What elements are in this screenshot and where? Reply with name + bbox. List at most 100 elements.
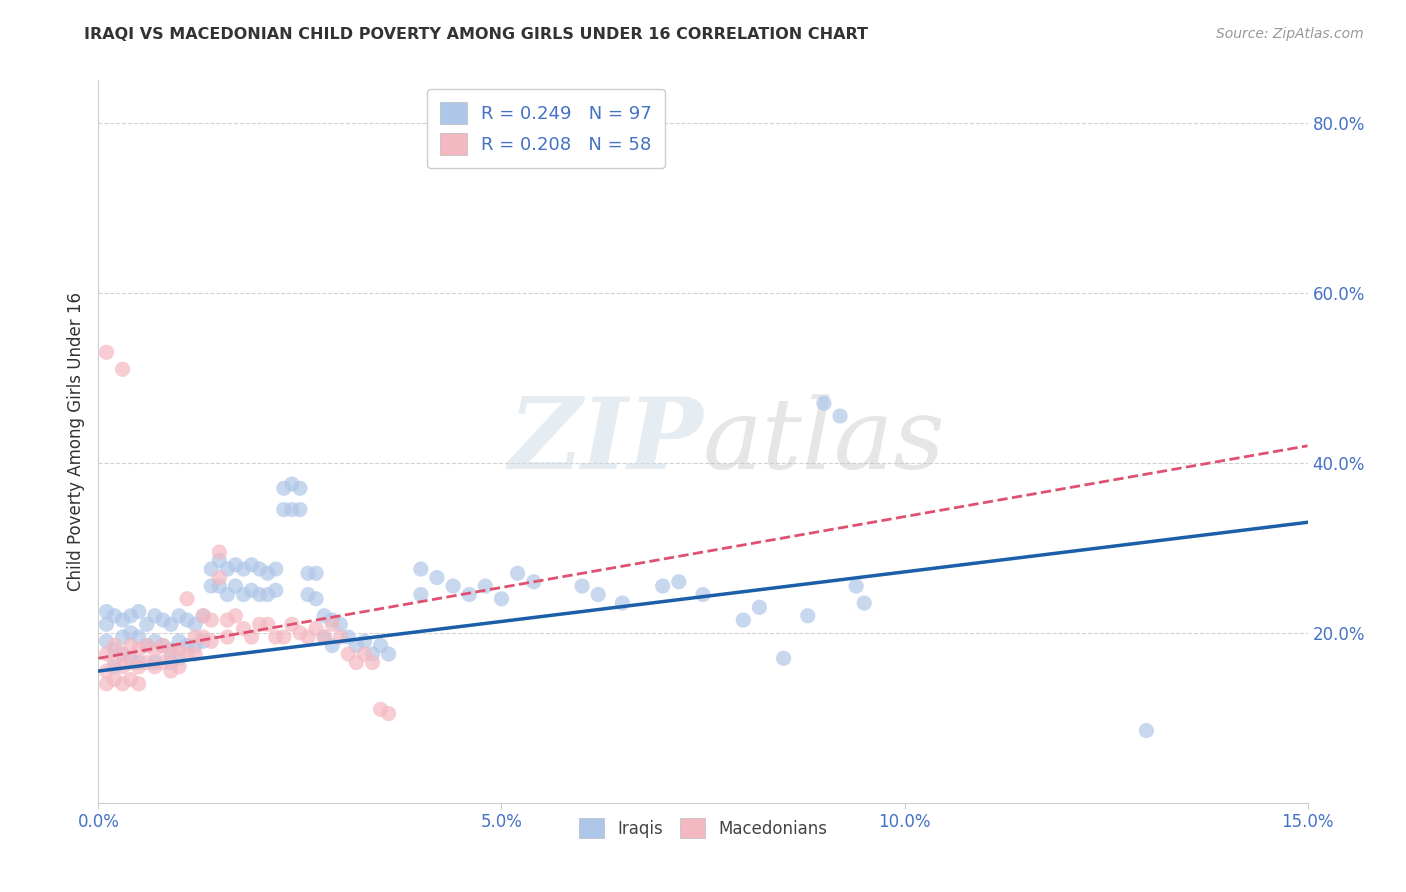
- Point: [103, 660, 125, 674]
- Point: [288, 481, 311, 495]
- Text: Source: ZipAtlas.com: Source: ZipAtlas.com: [1216, 27, 1364, 41]
- Point: [651, 579, 673, 593]
- Point: [353, 647, 375, 661]
- Point: [426, 570, 449, 584]
- Point: [845, 579, 868, 593]
- Point: [200, 562, 222, 576]
- Point: [208, 545, 231, 559]
- Point: [748, 600, 770, 615]
- Point: [273, 630, 295, 644]
- Point: [208, 579, 231, 593]
- Point: [217, 588, 239, 602]
- Point: [128, 642, 150, 657]
- Point: [184, 647, 207, 661]
- Point: [232, 562, 254, 576]
- Point: [111, 647, 134, 661]
- Point: [128, 677, 150, 691]
- Point: [160, 617, 183, 632]
- Point: [409, 588, 432, 602]
- Point: [264, 630, 287, 644]
- Point: [143, 642, 166, 657]
- Point: [128, 605, 150, 619]
- Point: [256, 588, 278, 602]
- Point: [281, 477, 304, 491]
- Point: [273, 481, 295, 495]
- Point: [361, 656, 384, 670]
- Point: [96, 617, 118, 632]
- Point: [337, 647, 360, 661]
- Point: [167, 660, 190, 674]
- Point: [733, 613, 755, 627]
- Point: [184, 639, 207, 653]
- Point: [224, 608, 246, 623]
- Point: [176, 591, 198, 606]
- Point: [184, 617, 207, 632]
- Point: [523, 574, 546, 589]
- Point: [200, 613, 222, 627]
- Point: [160, 664, 183, 678]
- Point: [217, 630, 239, 644]
- Point: [337, 630, 360, 644]
- Point: [120, 651, 142, 665]
- Point: [135, 617, 157, 632]
- Point: [224, 579, 246, 593]
- Point: [249, 562, 271, 576]
- Point: [128, 630, 150, 644]
- Text: IRAQI VS MACEDONIAN CHILD POVERTY AMONG GIRLS UNDER 16 CORRELATION CHART: IRAQI VS MACEDONIAN CHILD POVERTY AMONG …: [84, 27, 869, 42]
- Point: [128, 656, 150, 670]
- Point: [321, 613, 343, 627]
- Point: [772, 651, 794, 665]
- Point: [135, 639, 157, 653]
- Point: [370, 639, 392, 653]
- Point: [143, 656, 166, 670]
- Point: [344, 656, 367, 670]
- Point: [176, 647, 198, 661]
- Point: [111, 613, 134, 627]
- Point: [143, 634, 166, 648]
- Point: [120, 608, 142, 623]
- Point: [232, 588, 254, 602]
- Point: [193, 608, 215, 623]
- Point: [111, 660, 134, 674]
- Point: [96, 647, 118, 661]
- Point: [264, 583, 287, 598]
- Point: [314, 630, 336, 644]
- Point: [143, 660, 166, 674]
- Point: [103, 608, 125, 623]
- Point: [813, 396, 835, 410]
- Point: [111, 630, 134, 644]
- Point: [370, 702, 392, 716]
- Point: [491, 591, 513, 606]
- Point: [506, 566, 529, 581]
- Point: [256, 617, 278, 632]
- Point: [217, 613, 239, 627]
- Point: [273, 502, 295, 516]
- Point: [321, 639, 343, 653]
- Point: [176, 613, 198, 627]
- Point: [441, 579, 464, 593]
- Point: [152, 639, 174, 653]
- Point: [232, 622, 254, 636]
- Point: [176, 639, 198, 653]
- Point: [797, 608, 820, 623]
- Point: [143, 608, 166, 623]
- Point: [152, 656, 174, 670]
- Point: [305, 591, 328, 606]
- Point: [240, 630, 263, 644]
- Point: [377, 706, 399, 721]
- Point: [249, 617, 271, 632]
- Point: [305, 622, 328, 636]
- Point: [281, 502, 304, 516]
- Point: [200, 634, 222, 648]
- Point: [96, 605, 118, 619]
- Point: [184, 630, 207, 644]
- Point: [167, 642, 190, 657]
- Point: [297, 588, 319, 602]
- Point: [167, 608, 190, 623]
- Point: [344, 639, 367, 653]
- Point: [377, 647, 399, 661]
- Point: [135, 639, 157, 653]
- Point: [264, 562, 287, 576]
- Point: [329, 617, 352, 632]
- Point: [297, 630, 319, 644]
